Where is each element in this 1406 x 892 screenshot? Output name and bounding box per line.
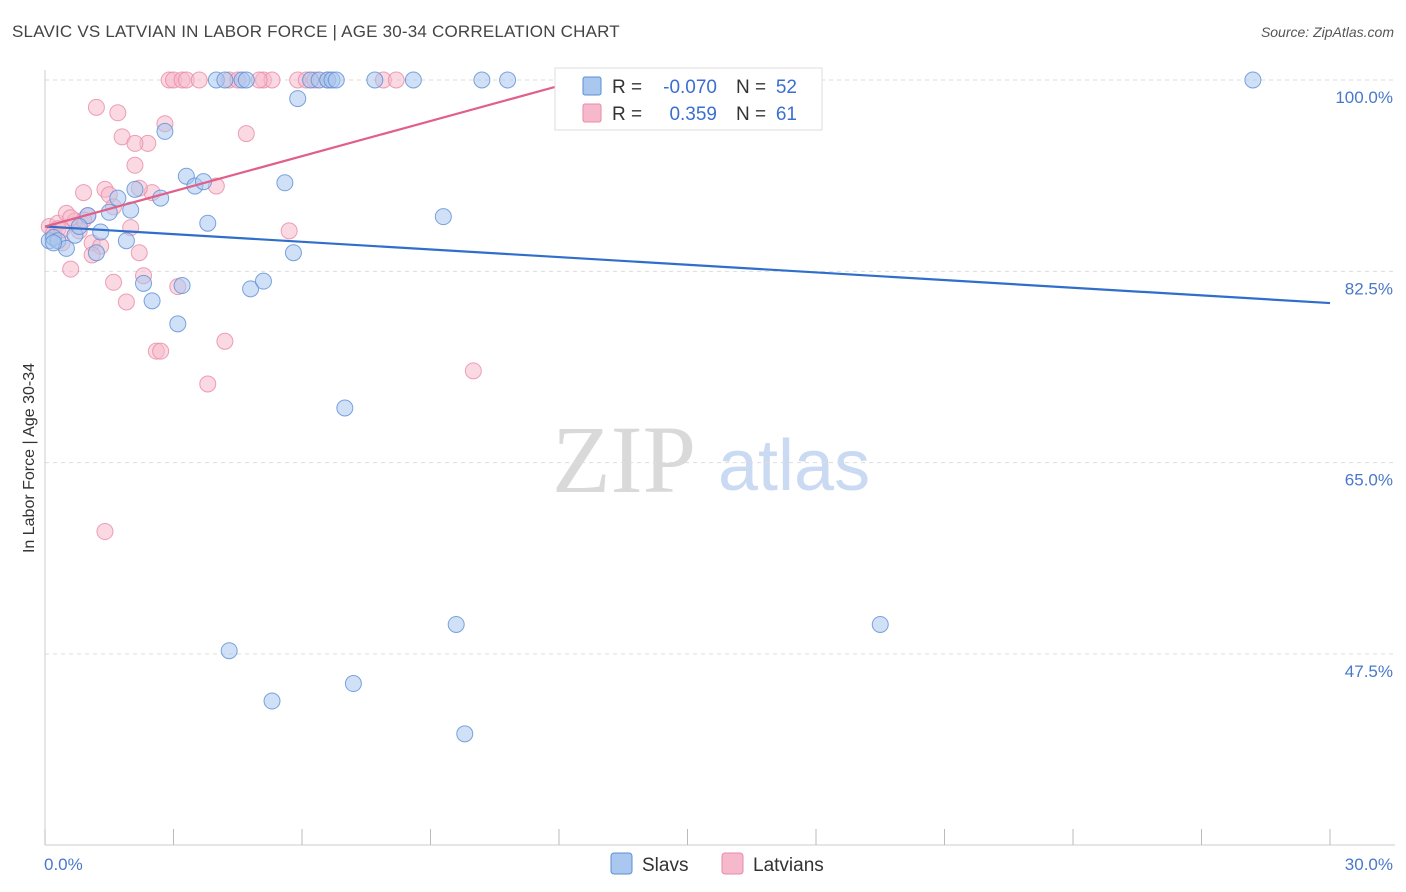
chart-title: SLAVIC VS LATVIAN IN LABOR FORCE | AGE 3… bbox=[12, 22, 620, 41]
slavs-point bbox=[45, 234, 63, 252]
y-tick-label: 47.5% bbox=[1345, 662, 1393, 681]
source-label: Source: ZipAtlas.com bbox=[1260, 24, 1394, 40]
slavs-point bbox=[871, 615, 889, 633]
slavs-point bbox=[199, 214, 217, 232]
slavs-point bbox=[242, 280, 260, 298]
slavs-point bbox=[169, 315, 187, 333]
latvians-point bbox=[387, 71, 405, 89]
x-ticks bbox=[44, 829, 1331, 845]
slavs-point bbox=[404, 71, 422, 89]
slavs-point bbox=[126, 180, 144, 198]
x-tick-label-min: 0.0% bbox=[44, 855, 83, 874]
latvians-point bbox=[62, 260, 80, 278]
slavs-point bbox=[344, 675, 362, 693]
watermark-atlas: atlas bbox=[718, 426, 870, 506]
slavs-point bbox=[447, 615, 465, 633]
legend-latvians-swatch bbox=[721, 852, 744, 875]
slavs-point bbox=[87, 244, 105, 262]
slavs-point bbox=[220, 642, 238, 660]
latvians-point bbox=[126, 134, 144, 152]
latvians-point bbox=[126, 156, 144, 174]
slavs-point bbox=[263, 692, 281, 710]
slavs-point bbox=[366, 71, 384, 89]
series-legend: Slavs Latvians bbox=[610, 852, 824, 876]
y-tick-label: 65.0% bbox=[1345, 471, 1393, 490]
legend-latvians-label: Latvians bbox=[753, 855, 824, 876]
slavs-trend-line bbox=[44, 225, 1331, 305]
latvians-point bbox=[237, 125, 255, 143]
latvians-point bbox=[216, 332, 234, 350]
slavs-point bbox=[473, 71, 491, 89]
latvians-n-value: 61 bbox=[776, 104, 797, 125]
slavs-point bbox=[434, 208, 452, 226]
slavs-point bbox=[336, 399, 354, 417]
latvians-point bbox=[96, 523, 114, 541]
x-tick-label-max: 30.0% bbox=[1345, 855, 1393, 874]
slavs-r-value: -0.070 bbox=[663, 77, 717, 98]
legend-slavs-swatch bbox=[610, 852, 633, 875]
latvians-point bbox=[109, 104, 127, 122]
latvians-point bbox=[464, 362, 482, 380]
latvians-point bbox=[280, 222, 298, 240]
slavs-point bbox=[109, 189, 127, 207]
watermark-zip: ZIP bbox=[552, 406, 696, 513]
slavs-point bbox=[456, 725, 474, 743]
latvians-point bbox=[199, 375, 217, 393]
slavs-point bbox=[143, 292, 161, 310]
latvians-point bbox=[190, 71, 208, 89]
y-tick-label: 100.0% bbox=[1335, 88, 1393, 107]
slavs-point bbox=[237, 71, 255, 89]
latvians-trend-line bbox=[44, 78, 581, 228]
slavs-point bbox=[117, 232, 135, 250]
slavs-point bbox=[216, 71, 234, 89]
slavs-point bbox=[70, 218, 88, 236]
latvians-n-label: N = bbox=[736, 104, 766, 125]
slavs-point bbox=[289, 90, 307, 108]
slavs-point bbox=[135, 274, 153, 292]
slavs-point bbox=[499, 71, 517, 89]
slavs-point bbox=[284, 244, 302, 262]
stats-legend: R = -0.070 N = 52 R = 0.359 N = 61 bbox=[554, 67, 823, 131]
scatter-points bbox=[40, 71, 1262, 743]
latvians-swatch bbox=[582, 103, 602, 123]
slavs-point bbox=[173, 277, 191, 295]
trend-lines bbox=[44, 78, 1331, 305]
latvians-point bbox=[75, 184, 93, 202]
slavs-swatch bbox=[582, 76, 602, 96]
slavs-n-label: N = bbox=[736, 77, 766, 98]
latvians-point bbox=[130, 244, 148, 262]
slavs-point bbox=[327, 71, 345, 89]
latvians-point bbox=[117, 293, 135, 311]
legend-slavs-label: Slavs bbox=[642, 855, 688, 876]
y-axis-title: In Labor Force | Age 30-34 bbox=[21, 363, 38, 553]
slavs-n-value: 52 bbox=[776, 77, 797, 98]
latvians-point bbox=[87, 98, 105, 116]
gridlines bbox=[45, 79, 1395, 655]
slavs-r-label: R = bbox=[612, 77, 642, 98]
slavs-point bbox=[92, 223, 110, 241]
latvians-point bbox=[152, 342, 170, 360]
slavs-point bbox=[276, 174, 294, 192]
slavs-point bbox=[254, 272, 272, 290]
latvians-r-value: 0.359 bbox=[669, 104, 717, 125]
y-tick-labels: 100.0% 82.5% 65.0% 47.5% bbox=[1335, 88, 1393, 681]
slavs-point bbox=[156, 122, 174, 140]
latvians-r-label: R = bbox=[612, 104, 642, 125]
axes bbox=[44, 70, 1395, 846]
latvians-point bbox=[105, 273, 123, 291]
y-tick-label: 82.5% bbox=[1345, 279, 1393, 298]
slavs-point bbox=[1244, 71, 1262, 89]
